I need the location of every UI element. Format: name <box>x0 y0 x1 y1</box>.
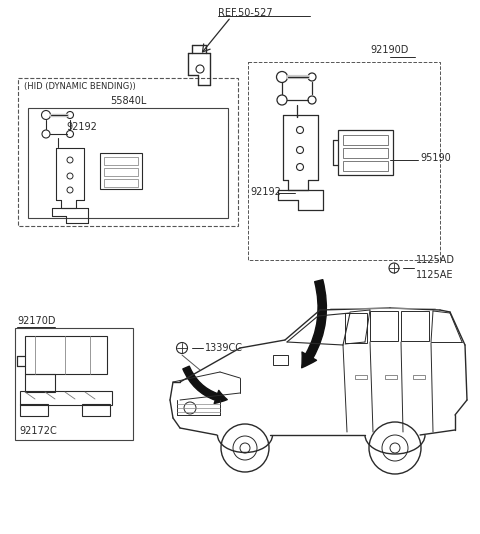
Text: 92192: 92192 <box>250 187 281 197</box>
Text: 1339CC: 1339CC <box>205 343 243 353</box>
Bar <box>20 391 112 405</box>
Bar <box>343 135 388 145</box>
Bar <box>385 375 397 379</box>
Bar <box>100 153 142 189</box>
Text: 92172C: 92172C <box>19 426 57 436</box>
Bar <box>18 78 238 226</box>
Text: 55840L: 55840L <box>110 96 146 106</box>
Text: 1125AD: 1125AD <box>416 255 455 265</box>
Bar <box>20 404 48 416</box>
Bar <box>343 161 388 171</box>
Bar <box>104 168 138 176</box>
Bar <box>104 179 138 187</box>
Bar <box>82 404 110 416</box>
Bar <box>338 130 393 175</box>
FancyArrowPatch shape <box>183 366 227 404</box>
Bar <box>401 311 429 341</box>
Text: 1125AE: 1125AE <box>416 270 454 280</box>
FancyArrowPatch shape <box>301 280 326 368</box>
Text: 92190D: 92190D <box>370 45 408 55</box>
Bar <box>370 311 398 341</box>
Bar <box>343 148 388 158</box>
Bar <box>355 375 367 379</box>
Bar <box>345 313 367 343</box>
Bar <box>15 328 133 440</box>
Text: REF.50-527: REF.50-527 <box>218 8 273 18</box>
Bar <box>104 157 138 165</box>
Text: (HID (DYNAMIC BENDING)): (HID (DYNAMIC BENDING)) <box>24 82 136 91</box>
Bar <box>273 355 288 365</box>
Bar <box>25 374 55 392</box>
Text: 92192: 92192 <box>66 122 97 132</box>
Text: 95190: 95190 <box>420 153 451 163</box>
Bar <box>25 336 107 374</box>
Bar <box>413 375 425 379</box>
Text: 92170D: 92170D <box>17 316 56 326</box>
Bar <box>28 108 228 218</box>
